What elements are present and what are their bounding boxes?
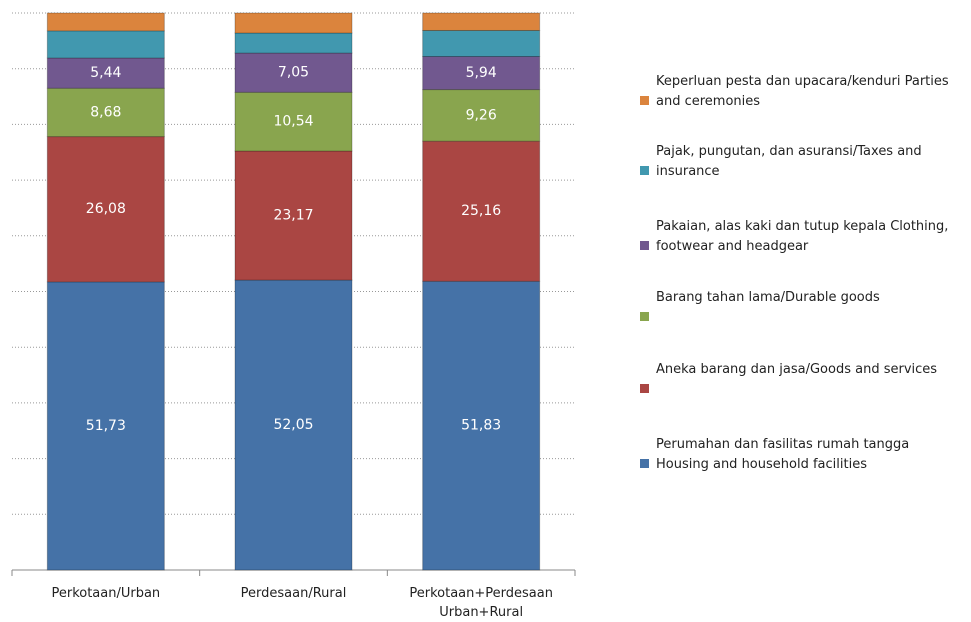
- value-label: 23,17: [273, 208, 313, 224]
- legend-marker: [640, 312, 649, 321]
- legend-label: Barang tahan lama/Durable goods: [656, 290, 880, 305]
- bar-segment: [422, 89, 541, 142]
- bar-segment: [234, 91, 353, 152]
- bar-segment: [46, 136, 165, 283]
- bar-segment: [46, 30, 165, 59]
- bar-segment: [422, 29, 541, 58]
- x-tick-label: Perdesaan/Rural: [240, 586, 347, 601]
- value-label: 26,08: [86, 201, 126, 217]
- x-tick-label: Perkotaan+Perdesaan Urban+Rural: [409, 586, 553, 620]
- legend-marker: [640, 241, 649, 250]
- value-label: 7,05: [278, 65, 309, 81]
- value-label: 51,73: [86, 418, 126, 434]
- value-label: 25,16: [461, 203, 501, 219]
- legend-marker: [640, 459, 649, 468]
- legend-label: Pakaian, alas kaki dan tutup kepala Clot…: [656, 219, 949, 254]
- value-label: 8,68: [90, 104, 121, 120]
- legend-label: Pajak, pungutan, dan asuransi/Taxes and …: [656, 144, 922, 179]
- legend-label: Perumahan dan fasilitas rumah tangga Hou…: [656, 437, 910, 472]
- bar-segment: [46, 57, 165, 89]
- bar-segment: [234, 32, 353, 54]
- legend-marker: [640, 96, 649, 105]
- bar-segment: [422, 12, 541, 31]
- bar-segment: [234, 12, 353, 34]
- bar-segment: [46, 12, 165, 32]
- value-label: 9,26: [466, 107, 497, 123]
- legend-label: Keperluan pesta dan upacara/kenduri Part…: [656, 74, 949, 109]
- value-label: 10,54: [273, 114, 313, 130]
- value-label: 5,94: [466, 65, 497, 81]
- bar-segment: [422, 140, 541, 282]
- bar-segment: [234, 52, 353, 93]
- bar-segment: [234, 150, 353, 281]
- legend-marker: [640, 166, 649, 175]
- legend-marker: [640, 384, 649, 393]
- x-tick-label: Perkotaan/Urban: [51, 586, 161, 601]
- bar-segment: [422, 280, 541, 571]
- value-label: 52,05: [273, 417, 313, 433]
- value-label: 5,44: [90, 65, 121, 81]
- legend-label: Aneka barang dan jasa/Goods and services: [656, 362, 938, 377]
- value-label: 51,83: [461, 418, 501, 434]
- bar-segment: [234, 279, 353, 571]
